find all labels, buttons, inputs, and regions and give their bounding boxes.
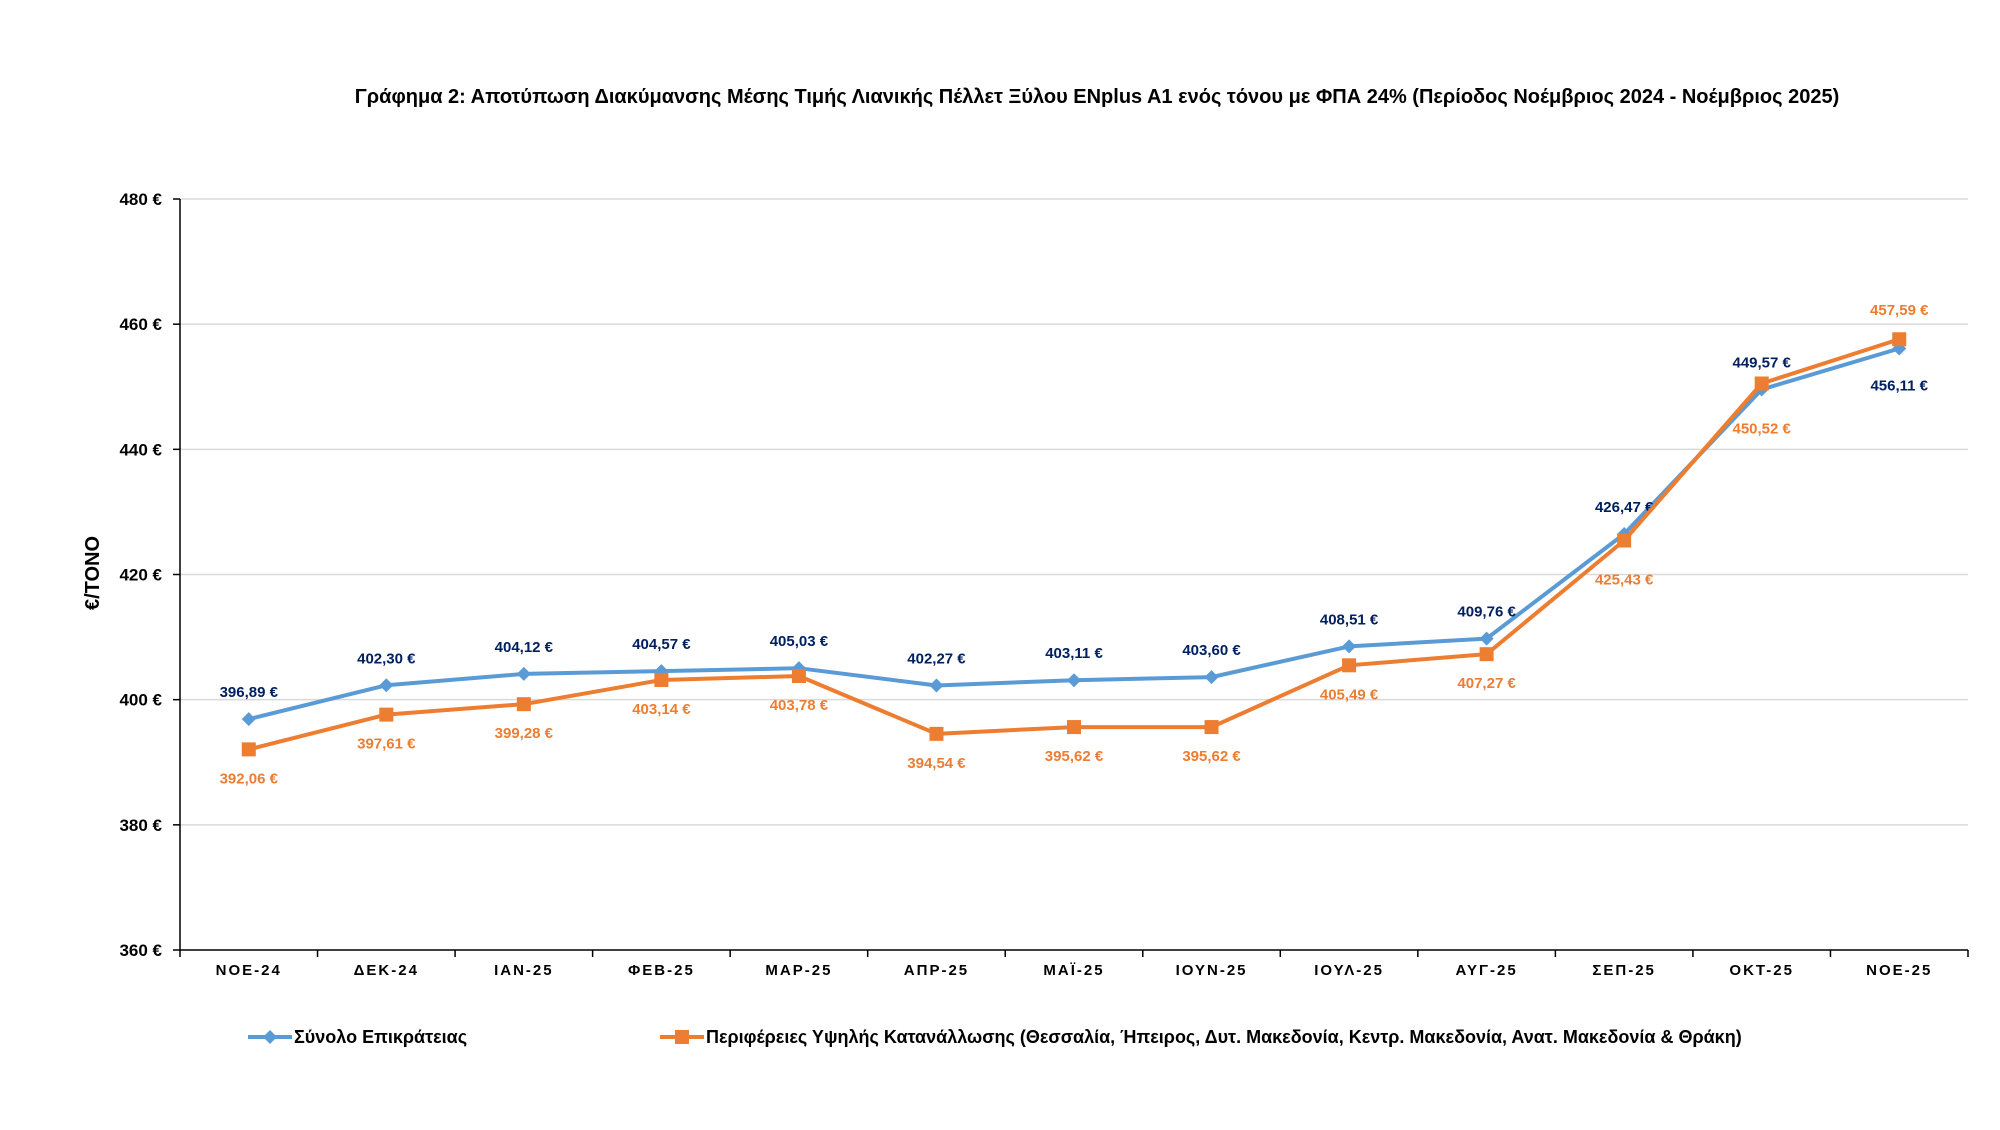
data-point — [1479, 631, 1494, 646]
y-tick-label: 440 € — [119, 440, 162, 459]
gridlines — [180, 198, 1968, 826]
data-point — [516, 666, 531, 681]
x-tick-label: ΔΕΚ-24 — [354, 962, 419, 979]
data-label: 449,57 € — [1732, 354, 1791, 371]
data-point — [791, 669, 806, 684]
data-point — [379, 678, 394, 693]
data-point — [1342, 639, 1357, 654]
data-label: 399,28 € — [495, 725, 554, 742]
y-tick-label: 460 € — [119, 315, 162, 334]
data-label: 403,78 € — [770, 697, 829, 714]
data-label: 402,30 € — [357, 650, 416, 667]
data-label: 404,12 € — [495, 639, 554, 656]
x-tick-label: ΜΑΪ-25 — [1043, 962, 1104, 979]
y-tick-label: 480 € — [119, 190, 162, 209]
data-point — [929, 726, 944, 741]
data-label: 408,51 € — [1320, 611, 1379, 628]
axes: 360 € 380 € 400 € 420 € 440 € 460 € 480 € ΝΟΕ-2… — [119, 190, 1969, 979]
series-line — [248, 337, 1900, 752]
data-label: 405,49 € — [1320, 686, 1379, 703]
data-label: 457,59 € — [1870, 302, 1929, 319]
x-tick-label: ΙΟΥΝ-25 — [1176, 962, 1248, 979]
data-label: 404,57 € — [632, 636, 691, 653]
data-label: 403,11 € — [1045, 645, 1103, 662]
y-tick-label: 400 € — [119, 691, 162, 710]
legend-label: Περιφέρειες Υψηλής Κατανάλλωσης (Θεσσαλί… — [706, 1027, 1742, 1047]
data-label: 395,62 € — [1045, 748, 1104, 765]
x-tick-label: ΑΠΡ-25 — [904, 962, 969, 979]
data-point — [1204, 720, 1219, 735]
x-tick-label: ΙΟΥΛ-25 — [1314, 962, 1384, 979]
data-label: 403,14 € — [632, 701, 691, 718]
legend-label: Σύνολο Επικράτειας — [294, 1027, 467, 1047]
x-tick-label: ΝΟΕ-24 — [216, 962, 282, 979]
data-label: 409,76 € — [1457, 604, 1516, 621]
data-label: 402,27 € — [907, 650, 966, 667]
data-label: 405,03 € — [770, 633, 829, 650]
data-label: 403,60 € — [1182, 642, 1241, 659]
legend: Σύνολο Επικράτειας Περιφέρειες Υψηλής Κατ… — [248, 1027, 1742, 1047]
data-label: 392,06 € — [220, 770, 279, 787]
diamond-marker-icon — [263, 1030, 277, 1044]
x-tick-label: ΑΥΓ-25 — [1456, 962, 1518, 979]
data-label: 450,52 € — [1732, 420, 1791, 437]
x-tick-label: ΝΟΕ-25 — [1866, 962, 1932, 979]
data-label: 407,27 € — [1457, 675, 1516, 692]
x-tick-label: ΦΕΒ-25 — [628, 962, 695, 979]
data-point — [1067, 673, 1081, 688]
y-tick-label: 380 € — [119, 816, 162, 835]
square-marker-icon — [675, 1030, 689, 1044]
data-point — [379, 707, 394, 722]
data-label: 394,54 € — [907, 755, 966, 772]
x-tick-label: ΜΑΡ-25 — [765, 962, 832, 979]
data-point — [1067, 720, 1081, 735]
data-point — [1754, 376, 1769, 391]
data-point — [1479, 647, 1494, 662]
x-tick-label: ΙΑΝ-25 — [494, 962, 554, 979]
series-total: 396,89 € 402,30 € 404,12 € 404,57 € 405,03 €… — [220, 341, 1929, 727]
data-point — [241, 742, 256, 757]
chart-title: Γράφημα 2: Αποτύπωση Διακύμανσης Μέσης Τ… — [355, 86, 1839, 108]
x-tick-label: ΣΕΠ-25 — [1592, 962, 1656, 979]
data-label: 426,47 € — [1595, 499, 1654, 516]
series-regions: 392,06 € 397,61 € 399,28 € 403,14 € 403,78 €… — [220, 302, 1930, 787]
y-tick-label: 360 € — [119, 941, 162, 960]
legend-item: Περιφέρειες Υψηλής Κατανάλλωσης (Θεσσαλί… — [660, 1027, 1742, 1047]
y-axis-label: €/ΤΟΝΟ — [82, 536, 104, 610]
data-label: 456,11 € — [1870, 378, 1928, 395]
data-point — [1892, 332, 1907, 347]
series-line — [248, 346, 1900, 722]
data-point — [516, 697, 531, 712]
series-group: 396,89 € 402,30 € 404,12 € 404,57 € 405,03 €… — [220, 302, 1930, 787]
y-tick-label: 420 € — [119, 566, 162, 585]
data-label: 425,43 € — [1595, 572, 1654, 589]
data-label: 397,61 € — [357, 736, 416, 753]
data-point — [654, 673, 669, 688]
data-point — [929, 678, 944, 693]
data-label: 396,89 € — [220, 684, 279, 701]
x-tick-label: ΟΚΤ-25 — [1729, 962, 1794, 979]
legend-item: Σύνολο Επικράτειας — [248, 1027, 467, 1047]
data-point — [1617, 533, 1632, 548]
data-point — [1204, 670, 1219, 685]
data-label: 395,62 € — [1182, 748, 1241, 765]
data-point — [241, 712, 256, 727]
data-point — [1342, 658, 1357, 673]
